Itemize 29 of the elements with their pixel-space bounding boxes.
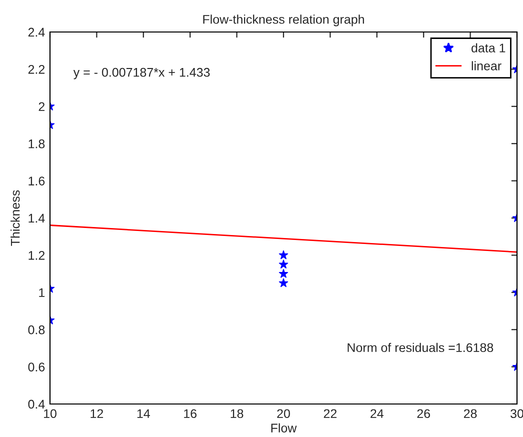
x-tick-label: 20 [277,409,290,418]
annotation: y = - 0.007187*x + 1.433 [73,68,210,80]
x-tick-label: 14 [137,409,150,418]
y-tick-label: 2 [38,102,45,111]
y-tick-label: 1 [39,288,45,297]
x-axis-title: Flow [271,423,297,432]
chart-title: Flow-thickness relation graph [203,14,364,26]
y-tick-label: 1.8 [28,139,45,148]
y-tick-label: 2.2 [28,65,45,74]
legend-label: linear [472,61,502,70]
x-tick-label: 18 [230,409,244,418]
y-tick-label: 2.4 [28,28,45,37]
y-tick-label: 1.6 [28,176,45,186]
x-tick-label: 24 [370,409,384,418]
x-tick-label: 22 [324,409,337,418]
y-tick-label: 0.8 [28,325,45,334]
x-tick-label: 28 [464,409,477,418]
x-tick-label: 16 [184,409,197,418]
x-tick-label: 30 [510,409,523,418]
x-tick-label: 10 [44,409,56,418]
y-tick-label: 1.4 [28,214,45,223]
annotation: Norm of residuals =1.6188 [348,342,494,352]
x-tick-label: 12 [90,409,104,418]
y-axis-title: Thickness [10,190,20,246]
legend-label: data 1 [472,43,506,52]
y-tick-label: 1.2 [28,251,45,260]
y-tick-label: 0.4 [28,400,45,409]
x-tick-label: 26 [417,409,430,418]
y-tick-label: 0.6 [28,362,45,372]
